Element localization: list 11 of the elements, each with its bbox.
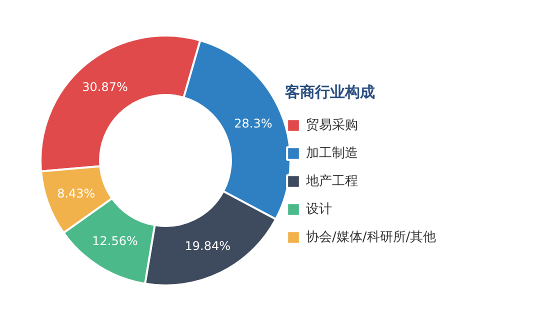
data-label: 12.56%	[92, 234, 138, 248]
data-label: 28.3%	[234, 116, 272, 130]
data-label: 19.84%	[184, 238, 231, 253]
legend-label: 设计	[306, 201, 332, 218]
legend-label: 地产工程	[306, 173, 358, 190]
legend-label: 贸易采购	[306, 117, 358, 134]
legend-label: 加工制造	[306, 145, 358, 162]
legend-label: 协会/媒体/科研所/其他	[306, 229, 436, 246]
legend-title: 客商行业构成	[285, 83, 376, 102]
data-label: 8.43%	[57, 186, 96, 200]
data-label: 30.87%	[82, 80, 128, 94]
